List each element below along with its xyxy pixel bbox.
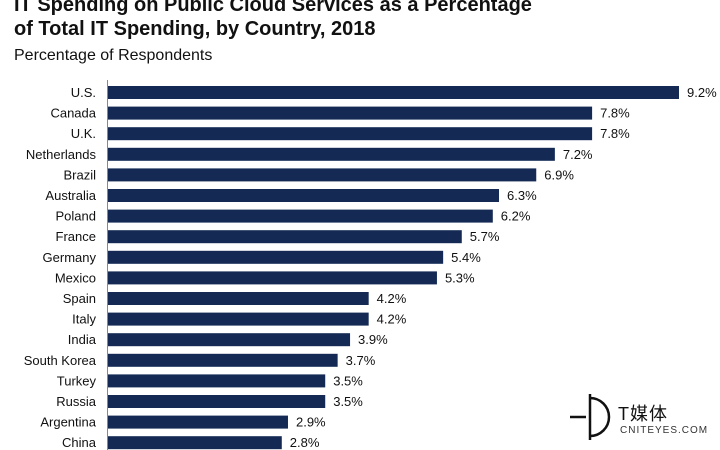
category-label: France: [56, 229, 96, 244]
chart-title-line-1: IT Spending on Public Cloud Services as …: [14, 0, 532, 16]
value-label: 5.7%: [470, 229, 500, 244]
bar: [108, 353, 338, 367]
bar: [108, 168, 537, 182]
bar: [108, 250, 444, 264]
category-label: Italy: [72, 312, 96, 327]
category-label: Turkey: [57, 373, 97, 388]
value-label: 3.9%: [358, 332, 388, 347]
bar: [108, 436, 282, 450]
bar: [108, 230, 462, 244]
category-label: Russia: [56, 394, 97, 409]
watermark-text: T媒体: [618, 404, 668, 424]
value-label: 9.2%: [687, 85, 717, 100]
category-label: U.K.: [71, 126, 96, 141]
category-label: Netherlands: [26, 147, 97, 162]
bar: [108, 395, 326, 408]
bar: [108, 86, 679, 99]
chart-title: IT Spending on Public Cloud Services as …: [14, 0, 532, 41]
value-label: 7.2%: [563, 147, 593, 162]
value-label: 5.3%: [445, 270, 475, 285]
category-label: Canada: [50, 106, 96, 121]
value-label: 7.8%: [600, 106, 630, 121]
value-label: 4.2%: [377, 312, 407, 327]
value-label: 3.5%: [333, 394, 363, 409]
category-label: India: [68, 332, 97, 347]
value-label: 2.8%: [290, 435, 320, 450]
bar: [108, 415, 288, 429]
category-label: China: [62, 435, 97, 450]
value-label: 7.8%: [600, 126, 630, 141]
chart-title-line-2: of Total IT Spending, by Country, 2018: [14, 18, 376, 40]
category-label: Poland: [56, 209, 96, 224]
value-label: 6.3%: [507, 188, 537, 203]
category-label: Germany: [43, 250, 97, 265]
bar: [108, 312, 369, 326]
value-label: 3.7%: [346, 353, 376, 368]
category-label: Australia: [45, 188, 96, 203]
bar: [108, 292, 369, 305]
value-label: 6.9%: [544, 167, 574, 182]
value-label: 5.4%: [451, 250, 481, 265]
bar: [108, 147, 555, 161]
t-media-logo-icon: [570, 394, 611, 440]
value-label: 6.2%: [501, 209, 531, 224]
bar: [108, 333, 351, 347]
category-label: U.S.: [71, 85, 96, 100]
value-label: 3.5%: [333, 373, 363, 388]
value-label: 4.2%: [377, 291, 407, 306]
category-label: Brazil: [63, 167, 96, 182]
bar: [108, 106, 593, 120]
category-label: Spain: [63, 291, 96, 306]
value-label: 2.9%: [296, 415, 326, 430]
bar: [108, 374, 326, 388]
category-label: Mexico: [55, 270, 96, 285]
category-label: South Korea: [24, 353, 97, 368]
bar: [108, 271, 437, 285]
watermark-logo: T媒体 CNITEYES.COM: [566, 392, 714, 444]
watermark-subtext: CNITEYES.COM: [620, 425, 709, 436]
bar: [108, 127, 593, 141]
category-label: Argentina: [40, 415, 96, 430]
chart-subtitle: Percentage of Respondents: [14, 47, 213, 64]
bar: [108, 189, 500, 202]
category-axis-line: [107, 80, 108, 450]
bar: [108, 209, 493, 223]
